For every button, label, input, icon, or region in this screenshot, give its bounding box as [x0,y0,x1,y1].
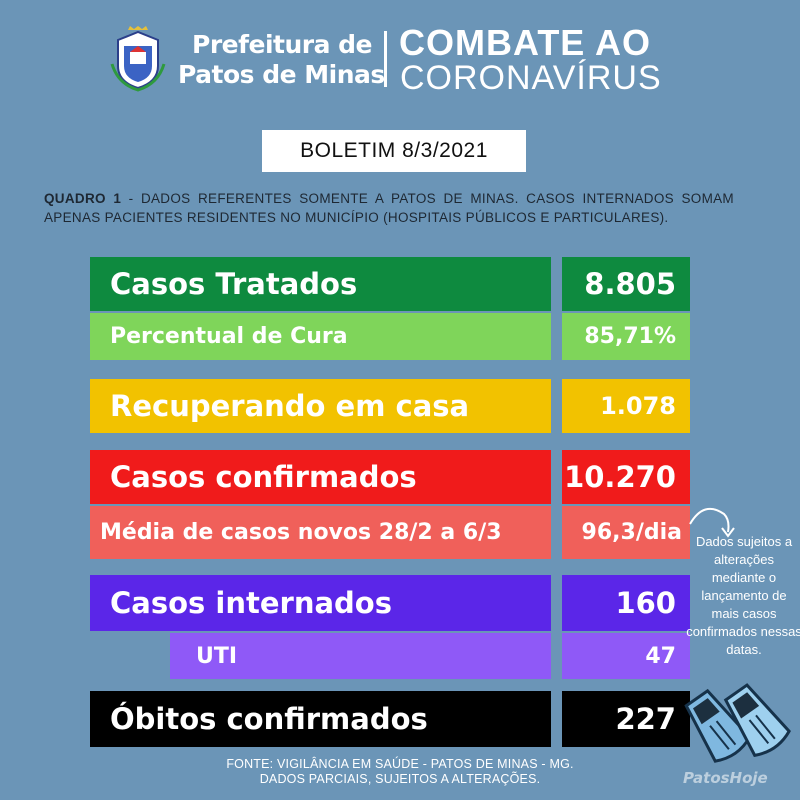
uti-value: 47 [562,633,690,679]
city-crest-icon [110,26,166,92]
curved-arrow-icon [689,507,735,538]
media-value: 96,3/dia [562,506,690,559]
watermark-text: PatosHoje [683,769,768,787]
header-divider [384,31,387,87]
media-label: Média de casos novos 28/2 a 6/3 [90,506,551,559]
internados-label: Casos internados [90,575,551,631]
percentual-cura-label: Percentual de Cura [90,313,551,360]
note-text: Dados sujeitos a alterações mediante o l… [686,534,800,657]
coronavirus-title: CORONAVÍRUS [400,59,662,97]
obitos-value: 227 [562,691,690,747]
quadro-description: QUADRO 1 - DADOS REFERENTES SOMENTE A PA… [44,189,734,227]
flippers-icon [684,683,791,763]
uti-label: UTI [170,633,551,679]
boletim-box: BOLETIM 8/3/2021 [262,130,526,172]
confirmados-value: 10.270 [562,450,690,504]
boletim-label: BOLETIM 8/3/2021 [300,139,488,162]
prefeitura-line1: Prefeitura de [192,30,373,59]
quadro-lead: QUADRO 1 [44,191,122,206]
footer-source: FONTE: VIGILÂNCIA EM SAÚDE - PATOS DE MI… [160,757,640,787]
casos-tratados-value: 8.805 [562,257,690,311]
recuperando-label: Recuperando em casa [90,379,551,433]
prefeitura-line2: Patos de Minas [178,60,385,89]
footer-line2: DADOS PARCIAIS, SUJEITOS A ALTERAÇÕES. [259,772,541,786]
footer-line1: FONTE: VIGILÂNCIA EM SAÚDE - PATOS DE MI… [226,757,574,771]
quadro-text: - DADOS REFERENTES SOMENTE A PATOS DE MI… [44,191,734,225]
confirmados-label: Casos confirmados [90,450,551,504]
percentual-cura-value: 85,71% [562,313,690,360]
combate-title: COMBATE AO [399,22,651,63]
internados-value: 160 [562,575,690,631]
recuperando-value: 1.078 [562,379,690,433]
obitos-label: Óbitos confirmados [90,691,551,747]
casos-tratados-label: Casos Tratados [90,257,551,311]
